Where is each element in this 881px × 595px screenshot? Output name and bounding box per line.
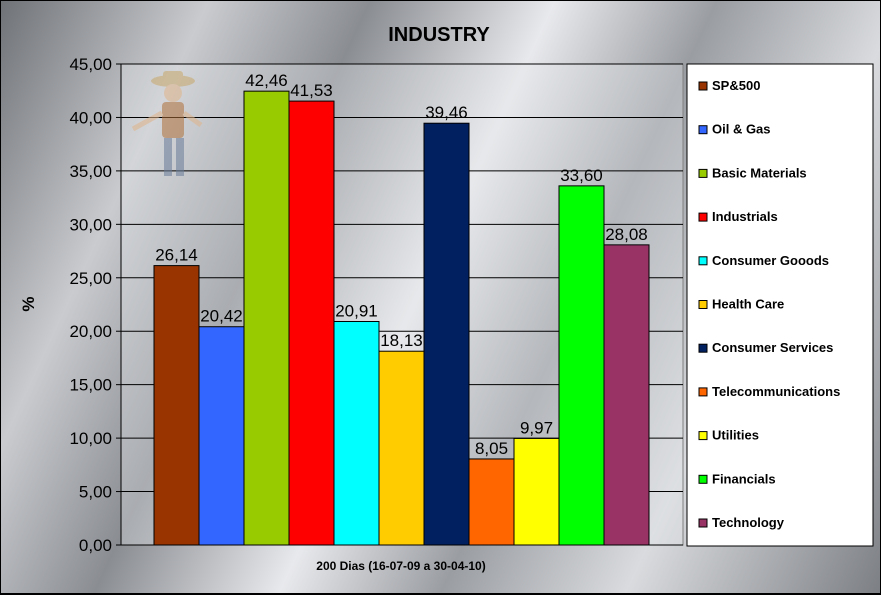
y-tick-label: 35,00 (69, 162, 112, 181)
data-label: 20,91 (335, 301, 378, 320)
legend-label: Utilities (712, 428, 759, 443)
legend-swatch (698, 474, 708, 484)
y-tick-label: 0,00 (79, 536, 112, 555)
legend-item: Industrials (698, 209, 778, 224)
y-tick-label: 25,00 (69, 269, 112, 288)
data-label: 26,14 (155, 246, 198, 265)
legend-box (686, 63, 874, 547)
legend-label: Consumer Gooods (712, 253, 829, 268)
data-label: 9,97 (520, 418, 553, 437)
cowboy-mascot-icon (131, 71, 203, 176)
legend: SP&500 Oil & Gas Basic Materials Industrial… (686, 63, 874, 547)
y-tick-label: 15,00 (69, 376, 112, 395)
bar (423, 122, 470, 546)
data-label: 39,46 (425, 103, 468, 122)
y-tick-label: 40,00 (69, 108, 112, 127)
bar (378, 350, 425, 546)
data-label: 20,42 (200, 307, 243, 326)
legend-label: Technology (712, 515, 785, 530)
bar (513, 437, 560, 546)
legend-label: SP&500 (712, 78, 760, 93)
legend-label: Oil & Gas (712, 122, 771, 137)
data-label: 33,60 (560, 166, 603, 185)
y-axis-label: % (19, 296, 38, 311)
y-tick-label: 45,00 (69, 55, 112, 74)
legend-swatch (698, 343, 708, 353)
legend-item: Oil & Gas (698, 122, 771, 137)
y-tick-label: 30,00 (69, 215, 112, 234)
legend-item: Technology (698, 515, 785, 530)
legend-item: Consumer Gooods (698, 253, 829, 268)
legend-item: Consumer Services (698, 340, 833, 355)
legend-swatch (698, 212, 708, 222)
legend-swatch (698, 256, 708, 266)
legend-label: Financials (712, 471, 776, 486)
x-axis-label: 200 Dias (16-07-09 a 30-04-10) (316, 559, 485, 573)
legend-label: Telecommunications (712, 384, 840, 399)
bar (243, 90, 290, 546)
legend-label: Basic Materials (712, 165, 807, 180)
y-tick-label: 5,00 (79, 483, 112, 502)
legend-swatch (698, 387, 708, 397)
legend-swatch (698, 431, 708, 441)
bar (558, 185, 605, 546)
y-axis-ticks: 0,00 5,00 10,00 15,00 20,00 25,00 30,00 35,00 40… (69, 55, 121, 555)
legend-swatch (698, 125, 708, 135)
data-label: 18,13 (380, 331, 423, 350)
bar (198, 326, 245, 546)
data-label: 41,53 (290, 81, 333, 100)
y-tick-label: 10,00 (69, 429, 112, 448)
legend-label: Consumer Services (712, 340, 833, 355)
chart-title: INDUSTRY (388, 24, 490, 46)
legend-item: Basic Materials (698, 165, 807, 180)
legend-item: SP&500 (698, 78, 760, 93)
legend-item: Telecommunications (698, 384, 840, 399)
legend-label: Health Care (712, 297, 784, 312)
legend-item: Health Care (698, 297, 784, 312)
bar (603, 244, 650, 546)
legend-swatch (698, 81, 708, 91)
legend-label: Industrials (712, 209, 778, 224)
legend-item: Financials (698, 471, 776, 486)
legend-swatch (698, 300, 708, 309)
legend-item: Utilities (698, 428, 759, 443)
bars (153, 90, 650, 546)
y-tick-label: 20,00 (69, 322, 112, 341)
data-label: 28,08 (605, 225, 648, 244)
data-label: 42,46 (245, 71, 288, 90)
data-label: 8,05 (475, 439, 508, 458)
legend-swatch (698, 518, 708, 528)
bar (468, 458, 515, 546)
bar (153, 265, 200, 546)
bar (288, 100, 335, 546)
bar (333, 320, 380, 546)
legend-swatch (698, 168, 708, 178)
